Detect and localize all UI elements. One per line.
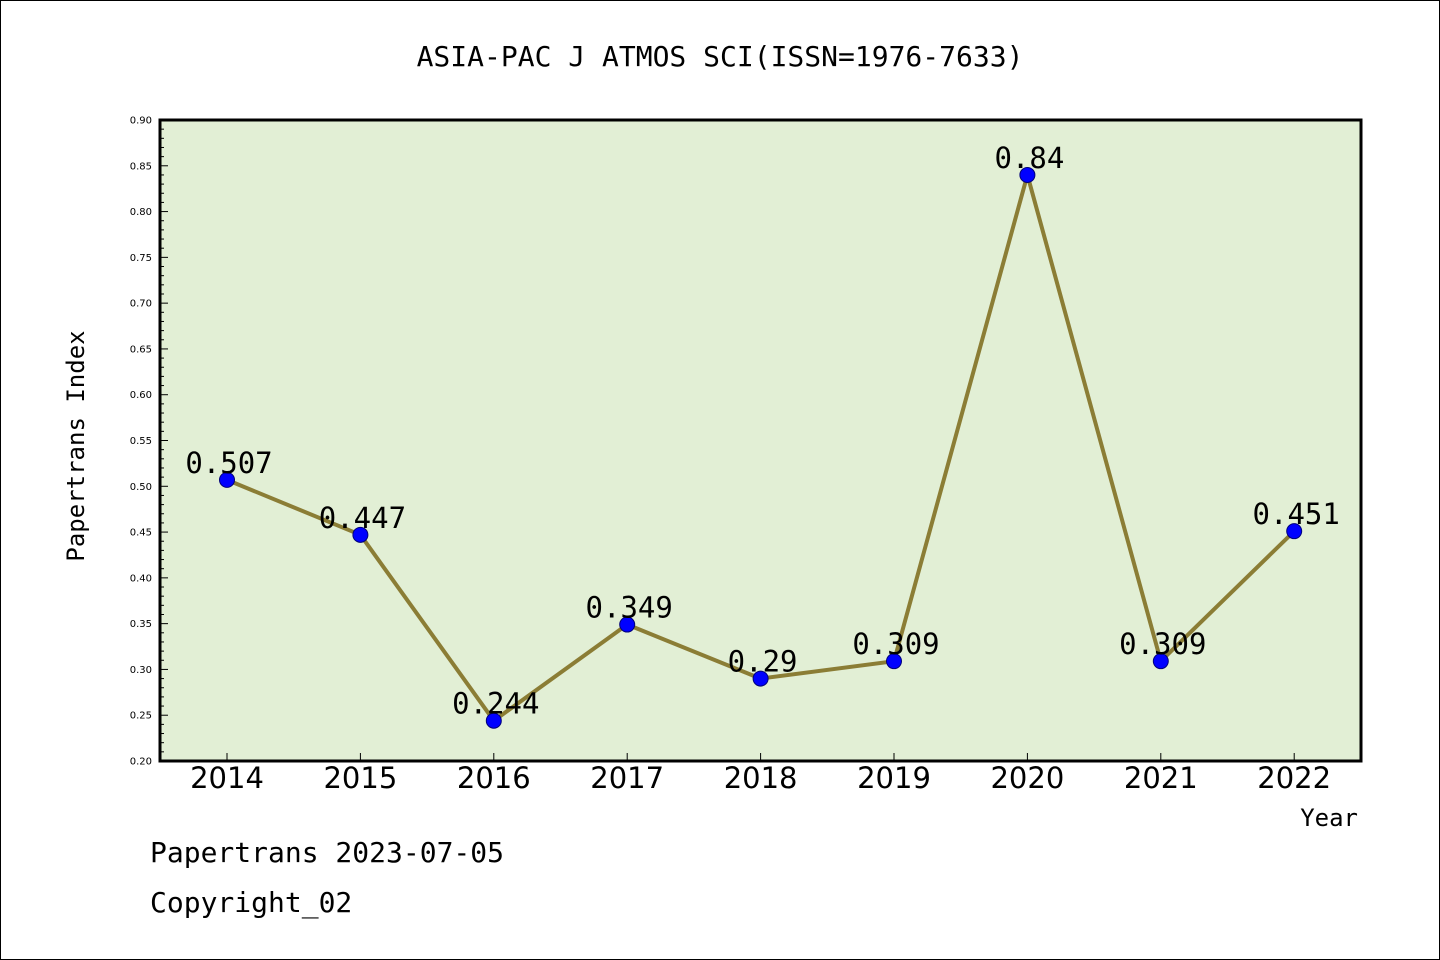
data-point <box>485 712 502 729</box>
y-tick-label: 0.75 <box>130 253 152 264</box>
x-tick-label: 2016 <box>457 761 531 795</box>
y-tick-label: 0.25 <box>130 711 152 722</box>
series: 0.507 0.447 0.244 0.349 0.29 0.309 0.84 0.309 0.… <box>185 141 1340 729</box>
x-tick-label: 2022 <box>1257 761 1331 795</box>
data-label: 0.447 <box>319 501 406 535</box>
data-point <box>219 471 235 488</box>
x-tick-label: 2015 <box>323 761 397 795</box>
data-label: 0.451 <box>1253 497 1340 531</box>
data-point <box>886 653 902 670</box>
y-tick-label: 0.45 <box>130 528 152 539</box>
data-label: 0.507 <box>185 446 272 480</box>
data-point <box>352 526 369 543</box>
data-label: 0.309 <box>852 627 939 661</box>
footer-copyright: Copyright_02 <box>150 886 353 919</box>
x-tick-label: 2021 <box>1124 761 1198 795</box>
data-point <box>1286 523 1303 540</box>
y-tick-label: 0.85 <box>130 161 152 172</box>
x-axis: 2014 2015 2016 2017 2018 2019 2020 2021 2022 <box>190 753 1331 795</box>
chart-title: ASIA-PAC J ATMOS SCI(ISSN=1976-7633) <box>417 40 1024 73</box>
data-label: 0.84 <box>994 141 1064 175</box>
data-point <box>619 616 636 633</box>
y-tick-label: 0.80 <box>130 207 152 218</box>
y-axis-label: Papertrans Index <box>62 330 90 561</box>
y-tick-label: 0.90 <box>130 116 152 127</box>
x-tick-label: 2017 <box>590 761 664 795</box>
y-tick-label: 0.65 <box>130 344 152 355</box>
data-point <box>1152 653 1169 670</box>
y-tick-label: 0.70 <box>130 299 152 310</box>
y-tick-label: 0.55 <box>130 436 152 447</box>
y-tick-label: 0.20 <box>130 757 152 768</box>
data-label: 0.349 <box>586 591 673 625</box>
data-label: 0.244 <box>452 687 539 721</box>
y-axis: 0.20 0.25 0.30 0.35 0.40 0.45 0.50 0.55 0.60 0.65… <box>130 116 168 768</box>
x-axis-label: Year <box>1300 804 1358 832</box>
data-label: 0.29 <box>728 645 798 679</box>
y-tick-label: 0.40 <box>130 573 152 584</box>
data-point <box>752 670 769 687</box>
y-tick-label: 0.60 <box>130 390 152 401</box>
x-tick-label: 2020 <box>990 761 1064 795</box>
footer-source: Papertrans 2023-07-05 <box>150 836 505 869</box>
y-tick-label: 0.35 <box>130 619 152 630</box>
y-tick-label: 0.30 <box>130 665 152 676</box>
y-tick-label: 0.50 <box>130 482 152 493</box>
x-tick-label: 2019 <box>857 761 931 795</box>
data-point <box>1019 166 1036 183</box>
data-label: 0.309 <box>1119 627 1206 661</box>
x-tick-label: 2018 <box>724 761 798 795</box>
x-tick-label: 2014 <box>190 761 264 795</box>
